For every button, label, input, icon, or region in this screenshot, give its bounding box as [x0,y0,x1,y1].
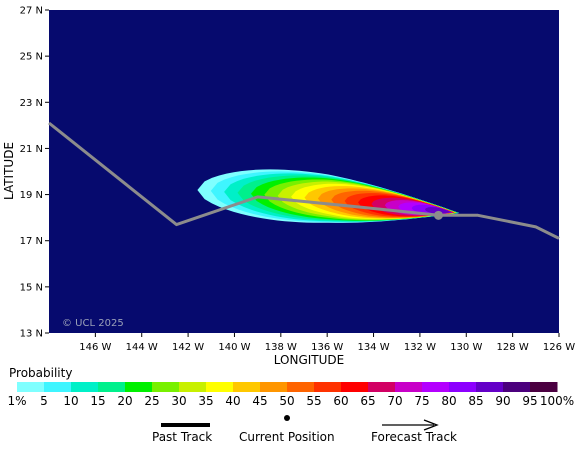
colorbar-label: 75 [414,394,430,408]
colorbar-label: 80 [441,394,457,408]
colorbar-swatch [98,382,126,392]
y-tick-label: 13 N [20,329,43,340]
colorbar-swatch [233,382,261,392]
colorbar-label: 70 [387,394,403,408]
colorbar-label: 25 [144,394,160,408]
probability-colorbar [17,382,558,392]
x-tick-label: 134 W [357,342,389,353]
colorbar-label: 40 [225,394,241,408]
y-tick-label: 17 N [20,236,43,247]
past-track-line [48,121,560,240]
colorbar-swatch [422,382,450,392]
x-tick-label: 140 W [218,342,250,353]
colorbar-label: 35 [198,394,214,408]
past-track-label: Past Track [152,430,213,444]
colorbar-label: 85 [468,394,484,408]
colorbar-label: 45 [252,394,268,408]
colorbar-label: 95 [522,394,538,408]
colorbar-swatch [476,382,504,392]
x-tick-label: 142 W [172,342,204,353]
x-tick-label: 144 W [126,342,158,353]
colorbar-swatch [44,382,72,392]
colorbar-label: 1% [7,394,27,408]
watermark-text: © UCL 2025 [62,318,124,329]
colorbar-swatch [260,382,288,392]
colorbar-label: 10 [63,394,79,408]
colorbar-label: 15 [90,394,106,408]
y-tick-label: 23 N [20,98,43,109]
forecast-track-key-arrowhead [423,419,439,431]
colorbar-label: 90 [495,394,511,408]
x-tick-label: 132 W [404,342,436,353]
x-tick-label: 128 W [497,342,529,353]
current-position-marker [433,210,443,220]
y-axis-title: LATITUDE [2,142,16,200]
colorbar-label: 60 [333,394,349,408]
colorbar-swatch [503,382,531,392]
colorbar-swatch [179,382,207,392]
colorbar-swatch [530,382,558,392]
colorbar-swatch [449,382,477,392]
colorbar-label: 100% [539,394,575,408]
y-tick-label: 15 N [20,282,43,293]
colorbar-label: 5 [40,394,48,408]
forecast-track-label: Forecast Track [371,430,457,444]
colorbar-swatch [341,382,369,392]
x-tick-label: 138 W [265,342,297,353]
colorbar-label: 65 [360,394,376,408]
x-tick-label: 126 W [543,342,575,353]
colorbar-swatch [314,382,342,392]
x-tick-label: 146 W [79,342,111,353]
colorbar-label: 50 [279,394,295,408]
x-tick-label: 136 W [311,342,343,353]
legend-title: Probability [9,366,73,380]
colorbar-swatch [152,382,180,392]
y-tick-label: 19 N [20,190,43,201]
x-tick-label: 130 W [450,342,482,353]
y-tick-label: 27 N [20,6,43,17]
y-tick-label: 25 N [20,52,43,63]
y-tick-label: 21 N [20,144,43,155]
current-position-label: Current Position [239,430,335,444]
colorbar-swatch [206,382,234,392]
probability-band [425,207,452,214]
colorbar-label: 30 [171,394,187,408]
axis-ticks: 146 W 144 W 142 W 140 W 138 W 136 W 134 W 132 W… [20,6,576,354]
colorbar-swatch [125,382,153,392]
colorbar-swatch [71,382,99,392]
colorbar-swatch [287,382,315,392]
colorbar-label: 55 [306,394,322,408]
colorbar-label: 20 [117,394,133,408]
colorbar-swatch [368,382,396,392]
colorbar-swatch [395,382,423,392]
x-axis-title: LONGITUDE [274,353,344,367]
current-position-key-dot [284,415,290,421]
colorbar-swatch [17,382,45,392]
